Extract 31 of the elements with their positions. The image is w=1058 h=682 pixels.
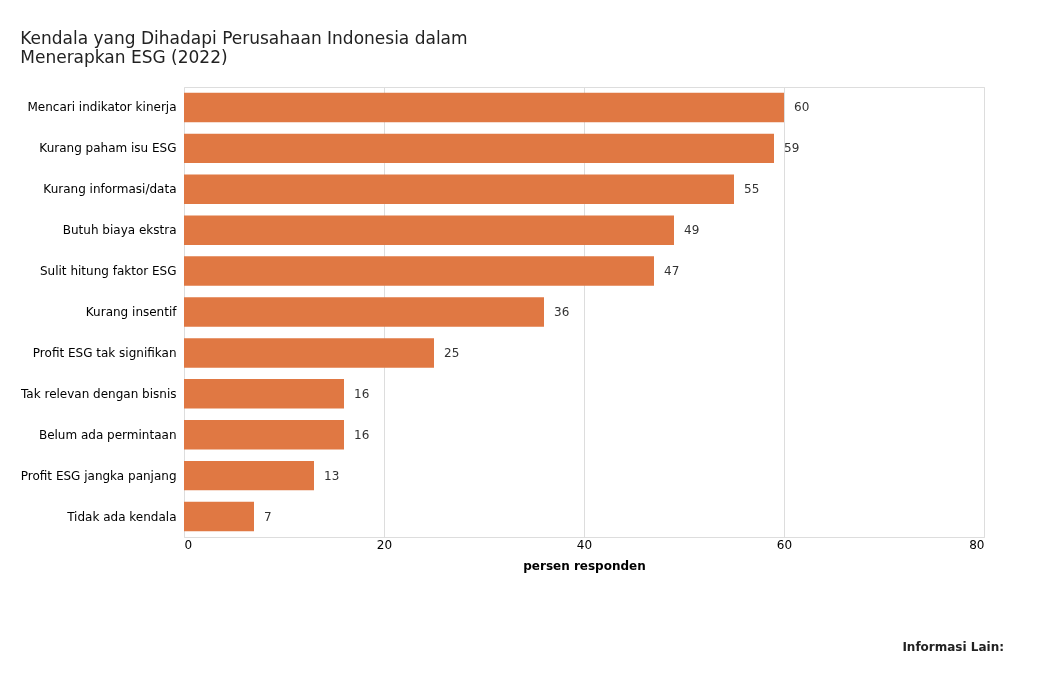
data-label: 36 — [554, 305, 570, 319]
y-tick-label: Tak relevan dengan bisnis — [20, 386, 177, 401]
y-tick-label: Mencari indikator kinerja — [27, 100, 177, 115]
x-axis-title: persen responden — [523, 558, 646, 573]
data-label: 47 — [664, 264, 680, 279]
x-tick-label: 20 — [376, 537, 393, 552]
y-tick-label: Kurang paham isu ESG — [39, 141, 177, 156]
data-label: 16 — [354, 386, 370, 401]
y-tick-label: Kurang insentif — [85, 305, 178, 319]
y-tick-label: Profit ESG tak signifikan — [32, 345, 177, 360]
y-tick-label: Tidak ada kendala — [66, 509, 177, 524]
y-tick-label: Belum ada permintaan — [38, 427, 177, 442]
y-tick-label: Kurang informasi/data — [43, 182, 177, 197]
x-tick-label: 40 — [576, 537, 593, 552]
data-label: 55 — [744, 182, 760, 197]
data-label: 60 — [794, 100, 810, 115]
y-tick-label: Profit ESG jangka panjang — [20, 468, 177, 483]
x-tick-label: 60 — [776, 537, 793, 552]
data-label: 25 — [444, 345, 460, 360]
text: Kendala yang Dihadapi Perusahaan Indonesia dalam — [20, 28, 468, 48]
x-tick-label: 80 — [969, 537, 985, 552]
data-label: 7 — [264, 509, 272, 524]
y-tick-label: Sulit hitung faktor ESG — [39, 264, 177, 279]
text: Informasi Lain: — [902, 640, 1004, 654]
data-label: 13 — [324, 468, 340, 483]
data-label: 59 — [784, 141, 800, 156]
x-tick-label: 0 — [184, 537, 193, 552]
y-tick-label: Butuh biaya ekstra — [62, 223, 177, 238]
data-label: 16 — [354, 427, 370, 442]
data-label: 49 — [684, 223, 700, 238]
text: Menerapkan ESG (2022) — [20, 47, 228, 67]
